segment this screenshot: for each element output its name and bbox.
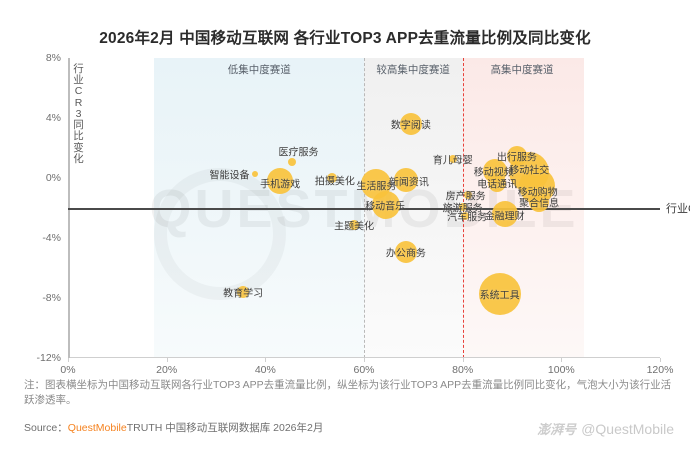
y-tick-5: -12%: [36, 352, 61, 364]
x-tick-mark-0: [68, 358, 69, 362]
band-label-medium: 较高集中度赛道: [376, 64, 450, 76]
band-label-low: 低集中度赛道: [227, 64, 291, 76]
x-tick-mark-6: [660, 358, 661, 362]
bubble-label: 出行服务: [496, 152, 537, 163]
source-line: Source：QuestMobileTRUTH 中国移动互联网数据库 2026年…: [24, 420, 323, 435]
x-tick-mark-5: [561, 358, 563, 362]
footer-handle: @QuestMobile: [581, 420, 674, 437]
bubble[interactable]: [488, 173, 507, 192]
bubble-label: 医疗服务: [278, 147, 319, 158]
x-tick-mark-3: [364, 358, 365, 362]
x-axis-baseline: [68, 357, 660, 358]
x-tick-6: 120%: [646, 364, 674, 376]
x-tick-mark-1: [166, 358, 168, 362]
bubble[interactable]: [326, 173, 337, 183]
bubble[interactable]: [491, 201, 518, 227]
bubble-label: 移动社交: [509, 165, 550, 177]
bubble-label: 移动音乐: [365, 201, 406, 213]
y-tick-1: 4%: [45, 112, 61, 124]
y-axis-title: 行业CR3同比变化: [73, 63, 84, 165]
x-tick-mark-4: [462, 358, 464, 362]
y-tick-3: -4%: [42, 232, 61, 244]
bubble[interactable]: [461, 211, 470, 220]
bubble[interactable]: [393, 167, 418, 192]
x-axis-title: 行业CR3: [666, 203, 690, 215]
bubble-label: 聚合信息: [519, 198, 560, 210]
bubble-label: 旅游服务: [442, 203, 483, 214]
bubble[interactable]: [399, 113, 422, 135]
x-tick-3: 60%: [353, 364, 375, 376]
source-rest: TRUTH 中国移动互联网数据库 2026年2月: [126, 422, 324, 434]
bubble[interactable]: [237, 286, 250, 298]
bubble-label: 移动购物: [517, 187, 558, 198]
bubble[interactable]: [394, 240, 417, 263]
bubble[interactable]: [252, 170, 259, 177]
bubble[interactable]: [288, 157, 297, 166]
bubble[interactable]: [506, 145, 527, 166]
source-prefix: Source：: [24, 422, 68, 434]
bubble-label: 系统工具: [479, 290, 520, 301]
bubble[interactable]: [267, 168, 294, 194]
x-tick-0: 0%: [60, 364, 76, 376]
bubble-label: 数字阅读: [390, 120, 431, 132]
bubble[interactable]: [448, 154, 457, 163]
page-title: 2026年2月 中国移动互联网 各行业TOP3 APP去重流量比例及同比变化: [99, 30, 591, 47]
bubble-label: 新闻资讯: [388, 177, 429, 188]
bubble-label: 教育学习: [223, 288, 264, 300]
bubble-label: 主题美化: [334, 221, 375, 232]
bubble-label: 房产服务: [445, 191, 486, 202]
bubble[interactable]: [529, 192, 550, 212]
bubble-label: 电话通讯: [477, 179, 518, 190]
bubble-label: 育儿母婴: [432, 155, 473, 166]
x-tick-1: 20%: [156, 364, 178, 376]
x-tick-mark-2: [265, 358, 267, 362]
bubble-label: 金融理财: [484, 211, 525, 223]
footer-brand: 澎湃号 @QuestMobile: [537, 419, 674, 438]
band-label-high: 高集中度赛道: [490, 64, 554, 76]
bubble[interactable]: [458, 202, 467, 211]
bubble[interactable]: [349, 219, 360, 230]
y-tick-0: 8%: [45, 52, 61, 64]
bubble-label: 拍摄美化: [314, 176, 355, 188]
bubble[interactable]: [463, 190, 472, 199]
y-tick-4: -8%: [42, 292, 61, 304]
pengpai-badge: 澎湃号: [537, 422, 577, 437]
chart-note: 注：图表横坐标为中国移动互联网各行业TOP3 APP去重流量比例，纵坐标为该行业…: [24, 379, 672, 407]
y-tick-2: 0%: [45, 172, 61, 184]
bubble[interactable]: [372, 191, 401, 219]
source-brand: QuestMobile: [67, 422, 127, 434]
bubble-label: 智能设备: [209, 170, 250, 181]
plot-area: QUESTMOBILE 低集中度赛道 较高集中度赛道 高集中度赛道 行业CR3同…: [36, 52, 690, 376]
x-tick-2: 40%: [254, 364, 276, 376]
bubble-label: 手机游戏: [260, 179, 301, 191]
bubble-label: 移动视频: [473, 167, 514, 178]
bubble[interactable]: [478, 272, 521, 315]
x-tick-5: 100%: [547, 364, 575, 376]
x-tick-4: 80%: [452, 364, 474, 376]
bubble-label: 汽车服务: [447, 212, 488, 223]
bubble-label: 办公商务: [385, 248, 426, 259]
bubble-label: 生活服务: [356, 181, 397, 193]
zero-line: [68, 208, 660, 210]
